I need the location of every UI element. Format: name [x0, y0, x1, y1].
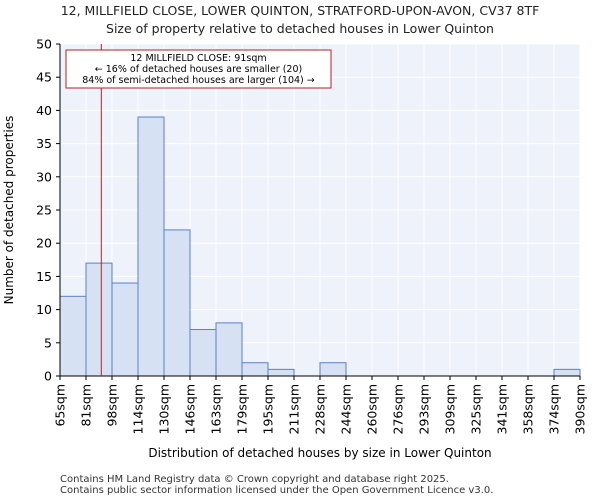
x-tick-label: 98sqm [105, 384, 120, 427]
x-tick-label: 163sqm [209, 384, 224, 434]
x-tick-label: 341sqm [495, 384, 510, 434]
bar-65sqm [59, 295, 87, 377]
x-tick-label: 309sqm [443, 384, 458, 434]
x-tick-label: 65sqm [53, 384, 68, 427]
bar-228sqm [319, 362, 347, 377]
x-tick-label: 276sqm [391, 384, 406, 434]
x-tick-label: 374sqm [547, 384, 562, 434]
bar-146sqm [189, 329, 217, 377]
bar-130sqm [163, 229, 191, 377]
x-tick-label: 325sqm [469, 384, 484, 434]
x-tick-label: 390sqm [573, 384, 588, 434]
x-tick-label: 146sqm [183, 384, 198, 434]
y-tick-label: 50 [36, 37, 52, 52]
y-tick-label: 5 [44, 335, 52, 350]
x-tick-label: 195sqm [261, 384, 276, 434]
bar-98sqm [111, 282, 139, 377]
x-tick-label: 293sqm [417, 384, 432, 434]
x-tick-label: 358sqm [521, 384, 536, 434]
histogram-chart: 0 5 10 15 20 25 30 35 40 45 50 65sqm 81sqm 98sqm 114s… [2, 37, 588, 461]
y-tick-label: 0 [44, 369, 52, 384]
x-tick-label: 179sqm [235, 384, 250, 434]
x-axis-label: Distribution of detached houses by size … [148, 446, 491, 460]
annotation-line-1: 12 MILLFIELD CLOSE: 91sqm [130, 53, 266, 64]
chart-subtitle: Size of property relative to detached ho… [106, 21, 494, 36]
x-tick-label: 260sqm [365, 384, 380, 434]
x-tick-label: 244sqm [339, 384, 354, 434]
y-tick-label: 45 [36, 70, 52, 85]
bar-163sqm [215, 322, 243, 377]
y-tick-label: 15 [36, 269, 52, 284]
y-axis-label: Number of detached properties [2, 116, 16, 305]
chart-title: 12, MILLFIELD CLOSE, LOWER QUINTON, STRA… [60, 3, 540, 18]
y-tick-label: 20 [36, 236, 52, 251]
bar-114sqm [137, 116, 165, 377]
x-tick-label: 81sqm [79, 384, 94, 427]
x-tick-label: 228sqm [313, 384, 328, 434]
x-tick-label: 130sqm [157, 384, 172, 434]
bar-81sqm [85, 262, 113, 377]
bar-374sqm [553, 368, 581, 377]
annotation-line-2: ← 16% of detached houses are smaller (20… [95, 64, 302, 75]
bar-179sqm [241, 362, 269, 377]
y-tick-label: 30 [36, 169, 52, 184]
footer-licence: Contains public sector information licen… [60, 485, 494, 496]
annotation-line-3: 84% of semi-detached houses are larger (… [82, 75, 315, 86]
y-tick-label: 25 [36, 203, 52, 218]
y-tick-label: 40 [36, 103, 52, 118]
x-tick-label: 114sqm [131, 384, 146, 434]
y-tick-label: 35 [36, 136, 52, 151]
bar-195sqm [267, 368, 295, 377]
y-tick-label: 10 [36, 302, 52, 317]
annotation-box: 12 MILLFIELD CLOSE: 91sqm ← 16% of detac… [65, 49, 332, 89]
x-tick-label: 211sqm [287, 384, 302, 434]
footer-copyright: Contains HM Land Registry data © Crown c… [60, 474, 449, 485]
